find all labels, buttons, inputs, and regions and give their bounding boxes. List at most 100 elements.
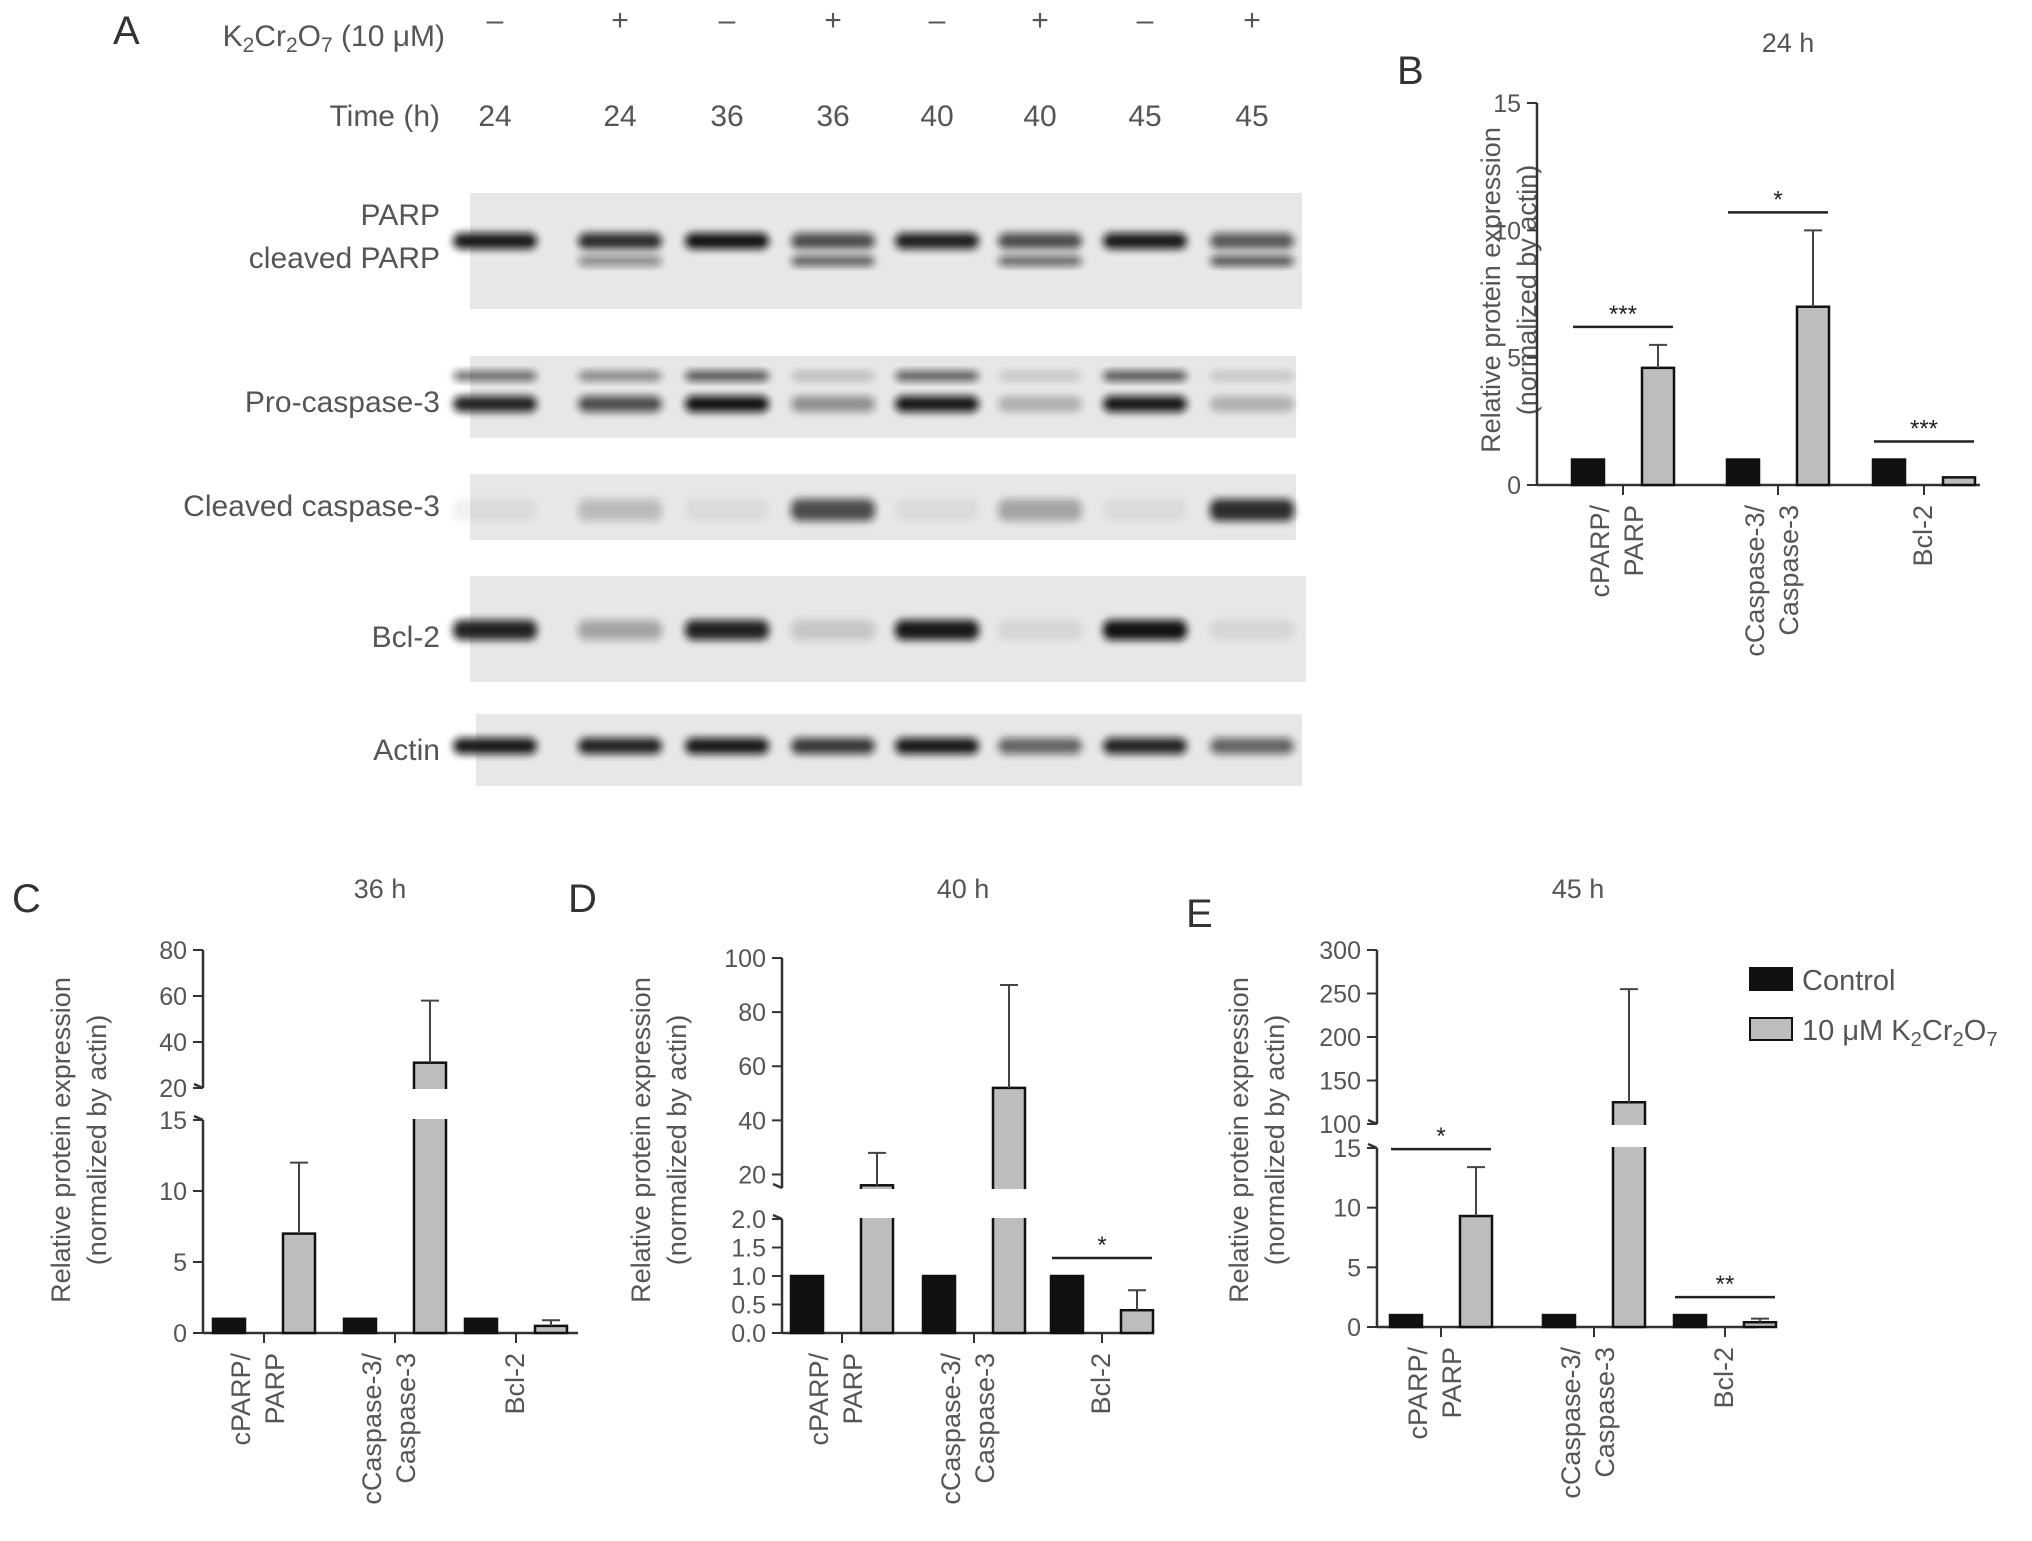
y-tick-label: 60 — [738, 1053, 766, 1081]
bar-control — [1049, 1274, 1085, 1335]
legend-label-treated: 10 μM K2Cr2O7 — [1802, 1015, 1998, 1051]
blot-band — [453, 396, 537, 412]
blot-band — [791, 256, 875, 266]
y-tick-label: 100 — [1319, 1111, 1361, 1139]
y-tick-label: 15 — [159, 1107, 187, 1135]
blot-band — [1210, 256, 1294, 266]
legend-swatch-treated — [1749, 1017, 1793, 1041]
y-axis-label: Relative protein expression (normalized b… — [1476, 127, 1542, 453]
axis-break-mark — [772, 1182, 783, 1190]
bar-treated — [1458, 1214, 1494, 1329]
blot-row-label: Cleaved caspase-3 — [183, 490, 440, 523]
bar-control — [1871, 458, 1907, 487]
blot-band — [453, 371, 537, 381]
bar-control — [1388, 1313, 1424, 1329]
y-tick-label: 5 — [173, 1249, 187, 1277]
legend: Control 10 μM K2Cr2O7 — [1749, 965, 1998, 1051]
x-category-label: cCaspase-3/Caspase-3 — [936, 1353, 1000, 1505]
x-category-label: cPARP/PARP — [226, 1353, 290, 1446]
chart-title: 40 h — [937, 874, 990, 904]
blot-band — [578, 256, 662, 266]
y-tick-label: 2.0 — [731, 1206, 766, 1234]
blot-band — [998, 371, 1082, 381]
blot-band — [1210, 499, 1294, 521]
y-tick-label: 80 — [738, 999, 766, 1027]
x-category-label: cPARP/PARP — [1403, 1347, 1467, 1440]
bar-chart-panels: B 24 h Relative protein expression (normali… — [12, 28, 1980, 1505]
y-tick-label: 40 — [159, 1029, 187, 1057]
significance-marker: * — [1436, 1123, 1445, 1150]
blot-band — [998, 738, 1082, 754]
x-category-label: Bcl-2 — [1086, 1353, 1116, 1415]
treatment-sign: – — [719, 4, 736, 37]
blot-band — [453, 620, 537, 640]
blot-strip — [470, 193, 1302, 309]
significance-marker: ** — [1716, 1271, 1735, 1298]
y-tick-label: 10 — [1493, 217, 1521, 245]
y-tick-label: 0 — [1347, 1314, 1361, 1342]
bar-treated — [533, 1324, 569, 1335]
axis-gap-mask — [858, 1189, 896, 1218]
blot-band — [1103, 371, 1187, 381]
y-tick-label: 80 — [159, 937, 187, 965]
bar-treated — [1640, 366, 1676, 487]
blot-band — [685, 620, 769, 640]
blot-row-label: Bcl-2 — [372, 621, 440, 654]
legend-swatch-control — [1749, 967, 1793, 991]
y-tick-label: 15 — [1333, 1135, 1361, 1163]
blot-band — [791, 396, 875, 412]
time-value: 45 — [1128, 100, 1161, 133]
bar-control — [342, 1317, 378, 1335]
time-value: 24 — [478, 100, 511, 133]
y-tick-label: 1.5 — [731, 1235, 766, 1263]
chart-panel-e: E 45 h Relative protein expression (normali… — [1186, 874, 1778, 1499]
chart-title: 45 h — [1552, 874, 1605, 904]
blot-band — [895, 738, 979, 754]
time-value: 24 — [603, 100, 636, 133]
blot-band — [578, 620, 662, 640]
blot-band — [1210, 738, 1294, 754]
panel-letter-c: C — [12, 877, 41, 921]
significance-marker: * — [1097, 1232, 1106, 1259]
bar-control — [463, 1317, 499, 1335]
blot-band — [578, 396, 662, 412]
time-value: 45 — [1235, 100, 1268, 133]
y-tick-label: 0 — [173, 1320, 187, 1348]
y-tick-label: 0.0 — [731, 1320, 766, 1348]
blot-band — [895, 371, 979, 381]
bar-treated — [1941, 476, 1977, 487]
x-category-label: cCaspase-3/Caspase-3 — [357, 1353, 421, 1505]
significance-marker: *** — [1609, 301, 1637, 328]
blot-band — [998, 620, 1082, 640]
bar-treated — [1795, 305, 1831, 487]
y-tick-label: 20 — [738, 1161, 766, 1189]
y-tick-label: 20 — [159, 1075, 187, 1103]
y-tick-label: 10 — [1333, 1195, 1361, 1223]
y-tick-label: 5 — [1507, 345, 1521, 373]
time-value: 36 — [816, 100, 849, 133]
y-axis-label: Relative protein expression (normalized b… — [626, 977, 692, 1303]
western-blot-panel: A K2Cr2O7 (10 μM) – + – + – + – + Time (h) 24 24 36 36… — [113, 4, 1306, 786]
blot-band — [1103, 499, 1187, 521]
panel-letter-e: E — [1186, 892, 1213, 936]
y-tick-label: 150 — [1319, 1068, 1361, 1096]
bar-treated — [1742, 1320, 1778, 1329]
chart-title: 36 h — [354, 874, 407, 904]
significance-marker: *** — [1910, 416, 1938, 443]
chart-panel-d: D 40 h Relative protein expression (normali… — [568, 874, 1155, 1505]
treatment-sign: + — [824, 4, 842, 37]
blot-band — [453, 233, 537, 249]
bar-control — [211, 1317, 247, 1335]
time-label: Time (h) — [329, 100, 440, 133]
treatment-sign: – — [929, 4, 946, 37]
blot-band — [685, 499, 769, 521]
significance-marker: * — [1773, 186, 1782, 213]
blot-band — [998, 256, 1082, 266]
chart-panel-b: B 24 h Relative protein expression (normali… — [1397, 28, 1980, 657]
treatment-sign: + — [611, 4, 629, 37]
blot-band — [1210, 396, 1294, 412]
axis-gap-mask — [411, 1089, 449, 1119]
panel-letter-b: B — [1397, 49, 1424, 93]
x-category-label: cPARP/PARP — [804, 1353, 868, 1446]
time-value: 40 — [920, 100, 953, 133]
